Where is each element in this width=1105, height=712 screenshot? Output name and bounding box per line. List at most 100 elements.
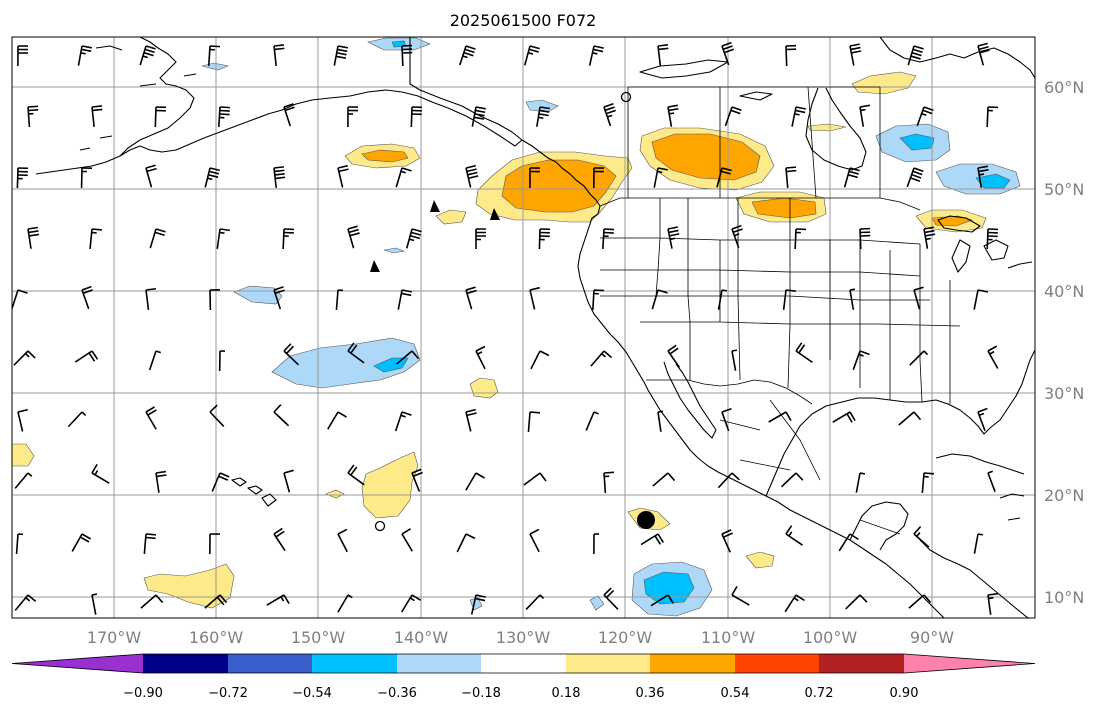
wind-barb-feather xyxy=(731,349,738,352)
wind-barb-feather xyxy=(145,536,156,540)
wind-barb xyxy=(401,44,413,67)
wind-barb-feather xyxy=(273,404,282,413)
wind-barb-feather xyxy=(604,106,615,112)
wind-barb-feather xyxy=(668,107,679,112)
wind-barb xyxy=(209,533,221,555)
wind-barb-feather xyxy=(28,233,40,237)
wind-barb-staff xyxy=(140,594,157,609)
colorbar-tick-label: 0.90 xyxy=(890,686,919,701)
wind-barb-staff xyxy=(603,594,619,610)
wind-barb xyxy=(395,167,412,188)
wind-barb-staff xyxy=(470,594,477,615)
wind-barb-feather xyxy=(658,47,669,51)
colorbar-extend-left xyxy=(12,654,143,673)
wind-barb xyxy=(139,45,156,66)
wind-barb xyxy=(396,350,420,365)
colorbar-extend-right xyxy=(904,654,1035,673)
wind-barb-feather xyxy=(539,594,545,600)
open-circle-marker-pacific xyxy=(374,520,386,532)
wind-barb-feather xyxy=(155,594,164,604)
wind-barb-feather xyxy=(337,48,348,53)
wind-barb xyxy=(216,228,231,249)
wind-barb xyxy=(523,45,540,66)
wind-barb-feather xyxy=(794,113,800,116)
wind-barb-feather xyxy=(477,351,483,355)
wind-barb-staff xyxy=(154,106,157,128)
wind-barb-feather xyxy=(468,175,479,180)
wind-barb-feather xyxy=(978,45,989,51)
wind-barb-feather xyxy=(219,106,231,109)
wind-barb-staff xyxy=(652,472,669,487)
wind-barb-staff xyxy=(475,350,486,370)
wind-barb-staff xyxy=(525,594,541,610)
wind-barb-feather xyxy=(475,594,486,598)
wind-barb-feather xyxy=(209,167,220,172)
wind-barb-feather xyxy=(81,533,92,540)
wind-barb-feather xyxy=(793,597,799,602)
wind-barb-feather xyxy=(156,474,167,478)
wind-barb-feather xyxy=(411,350,420,360)
coastline-baja xyxy=(663,361,717,439)
wind-barb-feather xyxy=(603,587,612,596)
wind-barb xyxy=(27,105,39,128)
wind-barb xyxy=(204,594,228,609)
wind-barb xyxy=(731,349,738,371)
wind-barb-feather xyxy=(849,288,856,291)
wind-barb-feather xyxy=(538,113,549,117)
colorbar-tick-label: −0.18 xyxy=(461,686,501,701)
wind-barb xyxy=(913,525,930,548)
coastline-caribbean xyxy=(999,493,1025,521)
wind-barb-feather xyxy=(25,597,31,602)
wind-barb-feather xyxy=(529,286,540,291)
wind-barb-staff xyxy=(283,106,292,127)
wind-barb-feather xyxy=(859,104,870,108)
wind-barb-staff xyxy=(401,45,404,67)
wind-barb-feather xyxy=(667,594,675,604)
wind-barb xyxy=(603,471,615,494)
wind-barb-feather xyxy=(916,532,921,537)
wind-barb-feather xyxy=(529,411,541,414)
wind-barb-feather xyxy=(465,286,476,291)
wind-barb-feather xyxy=(409,597,415,602)
wind-barb-staff xyxy=(400,594,413,613)
wind-barb-feather xyxy=(466,289,477,295)
wind-barb-feather xyxy=(144,48,155,54)
wind-barb-staff xyxy=(401,533,413,552)
wind-barb-staff xyxy=(337,594,349,613)
wind-barb-feather xyxy=(155,228,166,233)
wind-barb xyxy=(845,594,868,610)
wind-barb-feather xyxy=(273,44,285,47)
wind-barb xyxy=(91,105,103,127)
wind-barb xyxy=(785,44,797,67)
wind-barb-feather xyxy=(338,168,349,173)
wind-barb-feather xyxy=(81,48,92,53)
wind-barb-staff xyxy=(977,411,986,432)
wind-barb-feather xyxy=(859,594,868,603)
colorbar-tick-label: −0.54 xyxy=(292,686,332,701)
lat-label: 60°N xyxy=(1044,78,1084,97)
wind-barb-feather xyxy=(849,411,856,422)
wind-barb-staff xyxy=(145,289,150,310)
wind-barb-feather xyxy=(27,105,39,108)
wind-barb-feather xyxy=(788,531,793,537)
wind-barb-feather xyxy=(219,594,228,604)
wind-barb xyxy=(916,106,934,127)
wind-barb-feather xyxy=(275,176,286,180)
wind-barb-feather xyxy=(273,527,283,535)
wind-barb-staff xyxy=(216,228,221,249)
wind-barb xyxy=(411,468,423,492)
wind-barb-feather xyxy=(209,45,221,48)
wind-barb xyxy=(401,528,413,552)
wind-barb xyxy=(717,289,728,310)
anomaly-negative-tropics-inner xyxy=(643,571,695,605)
anomaly-positive-yukon xyxy=(851,71,917,95)
colorbar-labels: −0.90 −0.72 −0.54 −0.36 −0.18 0.18 0.36 … xyxy=(123,686,918,701)
lon-label: 120°W xyxy=(598,628,653,647)
wind-barb-feather xyxy=(349,232,360,237)
wind-barb-staff xyxy=(396,350,413,365)
wind-barb-feather xyxy=(79,536,90,543)
wind-barb xyxy=(283,343,300,366)
wind-barb xyxy=(832,411,856,423)
wind-barb-feather xyxy=(475,109,486,114)
wind-barb-feather xyxy=(142,55,148,59)
